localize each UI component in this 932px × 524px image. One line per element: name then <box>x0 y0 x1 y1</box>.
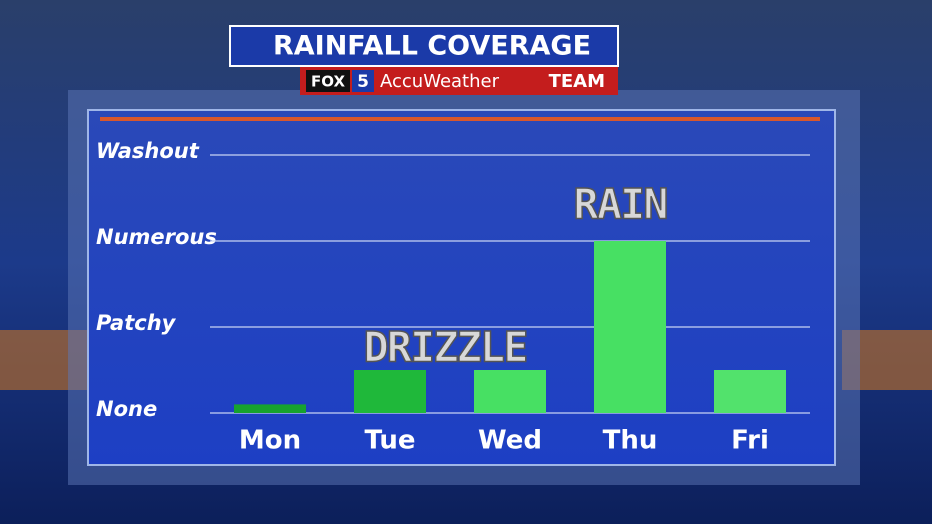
bar <box>354 370 426 413</box>
x-tick-label: Tue <box>364 426 415 456</box>
y-tick-label: Patchy <box>96 311 177 335</box>
annotation: DRIZZLE <box>363 323 526 372</box>
title-banner <box>229 25 619 67</box>
chart-title: RAINFALL COVERAGE <box>273 31 591 62</box>
y-tick-label: None <box>96 397 157 421</box>
x-tick-label: Fri <box>731 426 769 456</box>
y-tick-label: Numerous <box>96 225 217 249</box>
bar <box>234 404 306 413</box>
x-tick-label: Mon <box>239 426 301 456</box>
bar <box>714 370 786 413</box>
network-box <box>306 70 350 92</box>
annotation: RAIN <box>573 180 666 229</box>
bar <box>474 370 546 413</box>
brand: AccuWeather <box>380 71 500 92</box>
y-tick-label: Washout <box>96 139 200 163</box>
bar <box>594 241 666 413</box>
network: FOX <box>311 73 345 91</box>
panel <box>87 109 836 466</box>
x-tick-label: Thu <box>603 426 658 456</box>
channel: 5 <box>357 72 369 92</box>
channel-box <box>352 70 374 92</box>
team: TEAM <box>549 71 605 92</box>
panel-stripe <box>100 117 820 121</box>
x-tick-label: Wed <box>478 426 542 456</box>
